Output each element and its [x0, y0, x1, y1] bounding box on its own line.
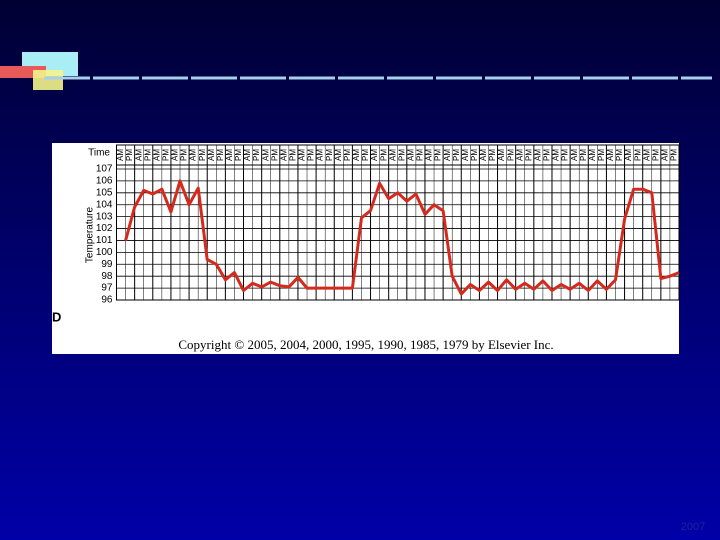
x-tick-label: AM [552, 149, 561, 161]
x-tick-label: PM [198, 149, 207, 161]
panel-label: D [52, 309, 61, 324]
y-axis-label: Temperature [85, 206, 96, 263]
x-tick-label: PM [597, 149, 606, 161]
x-tick-label: AM [406, 149, 415, 161]
x-tick-label: PM [524, 149, 533, 161]
x-tick-label: AM [261, 149, 270, 161]
x-tick-label: AM [316, 149, 325, 161]
x-tick-label: PM [488, 149, 497, 161]
x-tick-label: PM [180, 149, 189, 161]
x-tick-label: AM [171, 149, 180, 161]
x-tick-label: AM [207, 149, 216, 161]
chart-panel [52, 143, 679, 354]
x-tick-label: PM [234, 149, 243, 161]
x-tick-label: PM [651, 149, 660, 161]
x-tick-label: AM [152, 149, 161, 161]
x-tick-label: AM [189, 149, 198, 161]
y-tick-label: 100 [96, 247, 113, 258]
x-tick-label: AM [624, 149, 633, 161]
y-tick-label: 98 [101, 271, 113, 282]
x-tick-label: AM [661, 149, 670, 161]
x-tick-label: PM [143, 149, 152, 161]
x-tick-label: AM [134, 149, 143, 161]
x-tick-label: PM [561, 149, 570, 161]
x-tick-label: PM [125, 149, 134, 161]
x-tick-label: PM [252, 149, 261, 161]
x-tick-label: AM [642, 149, 651, 161]
x-tick-label: AM [388, 149, 397, 161]
x-tick-label: PM [397, 149, 406, 161]
x-tick-label: PM [289, 149, 298, 161]
x-tick-label: AM [298, 149, 307, 161]
x-tick-label: AM [279, 149, 288, 161]
x-tick-label: PM [543, 149, 552, 161]
x-tick-label: PM [343, 149, 352, 161]
x-tick-label: AM [515, 149, 524, 161]
x-tick-label: PM [470, 149, 479, 161]
x-tick-label: PM [361, 149, 370, 161]
x-tick-label: PM [579, 149, 588, 161]
y-tick-label: 101 [96, 235, 113, 246]
x-axis-label: Time [88, 148, 110, 159]
x-tick-label: AM [243, 149, 252, 161]
x-tick-label: AM [370, 149, 379, 161]
x-tick-label: AM [352, 149, 361, 161]
y-tick-label: 102 [96, 223, 113, 234]
x-tick-label: AM [425, 149, 434, 161]
y-tick-label: 105 [96, 187, 113, 198]
x-tick-label: PM [307, 149, 316, 161]
x-tick-label: PM [216, 149, 225, 161]
y-tick-label: 99 [101, 259, 113, 270]
x-tick-label: PM [670, 149, 679, 161]
x-tick-label: PM [506, 149, 515, 161]
x-tick-label: AM [443, 149, 452, 161]
y-tick-label: 106 [96, 176, 113, 187]
x-tick-label: PM [162, 149, 171, 161]
x-tick-label: AM [588, 149, 597, 161]
y-tick-label: 107 [96, 164, 113, 175]
x-tick-label: AM [334, 149, 343, 161]
x-tick-label: PM [615, 149, 624, 161]
x-tick-label: PM [633, 149, 642, 161]
x-tick-label: AM [116, 149, 125, 161]
x-tick-label: AM [606, 149, 615, 161]
x-tick-label: AM [533, 149, 542, 161]
decor-square [33, 70, 63, 90]
y-tick-label: 104 [96, 199, 113, 210]
data-line [124, 179, 680, 296]
x-tick-label: PM [379, 149, 388, 161]
x-tick-label: PM [270, 149, 279, 161]
footer: 2007 [681, 521, 705, 533]
x-tick-label: PM [416, 149, 425, 161]
x-tick-label: AM [497, 149, 506, 161]
x-tick-label: AM [461, 149, 470, 161]
y-tick-label: 96 [101, 295, 113, 306]
x-tick-label: AM [570, 149, 579, 161]
x-tick-label: PM [452, 149, 461, 161]
x-tick-label: AM [479, 149, 488, 161]
x-tick-label: AM [225, 149, 234, 161]
x-tick-label: PM [434, 149, 443, 161]
x-tick-label: PM [325, 149, 334, 161]
y-tick-label: 103 [96, 211, 113, 222]
copyright: Copyright © 2005, 2004, 2000, 1995, 1990… [178, 337, 553, 352]
y-tick-label: 97 [101, 283, 113, 294]
